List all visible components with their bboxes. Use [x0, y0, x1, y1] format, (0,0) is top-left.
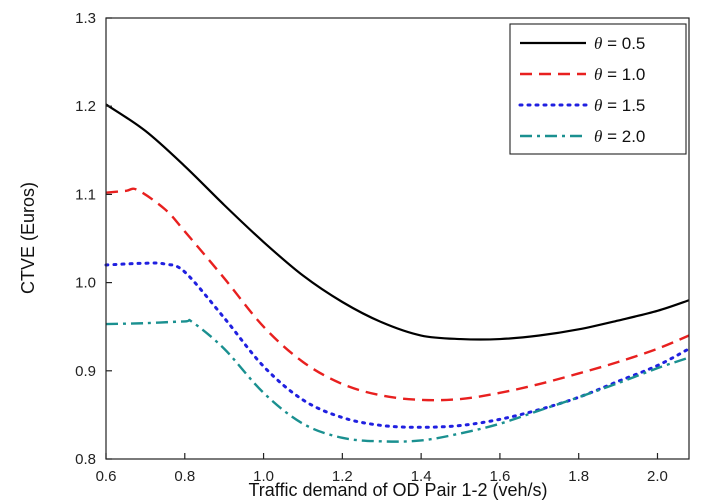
y-tick-label: 1.1	[75, 186, 96, 203]
x-tick-label: 1.0	[253, 468, 274, 485]
legend: θ = 0.5 θ = 1.0 θ = 1.5 θ = 2.0	[509, 23, 687, 155]
y-tick-label: 1.3	[75, 10, 96, 27]
series-line-1	[105, 103, 690, 341]
legend-label: θ = 0.5	[594, 34, 645, 53]
x-tick-label: 1.2	[332, 468, 353, 485]
series-line-3	[104, 261, 691, 429]
x-axis-title: Traffic demand of OD Pair 1-2 (veh/s)	[248, 480, 547, 500]
series-line-2	[105, 187, 690, 402]
x-tick-label: 0.6	[96, 468, 117, 485]
y-tick-label: 1.0	[75, 275, 96, 292]
x-tick-label: 0.8	[174, 468, 195, 485]
legend-box	[509, 23, 687, 155]
y-axis-title: CTVE (Euros)	[18, 182, 38, 294]
series-layer	[104, 103, 691, 443]
series-line-4	[105, 318, 690, 443]
ticks-layer: 0.6 0.8 1.0 1.2 1.4 1.6 1.8 2.00.80.91.01.11.21…	[75, 10, 668, 485]
legend-label: θ = 2.0	[594, 127, 645, 146]
x-tick-label: 1.6	[489, 468, 510, 485]
legend-label: θ = 1.5	[594, 96, 645, 115]
plot-frame	[105, 17, 690, 460]
legend-label: θ = 1.0	[594, 65, 645, 84]
y-tick-label: 0.9	[75, 363, 96, 380]
y-tick-label: 0.8	[75, 451, 96, 468]
y-tick-label: 1.2	[75, 98, 96, 115]
x-tick-label: 1.8	[568, 468, 589, 485]
x-tick-label: 2.0	[647, 468, 668, 485]
x-tick-label: 1.4	[411, 468, 432, 485]
